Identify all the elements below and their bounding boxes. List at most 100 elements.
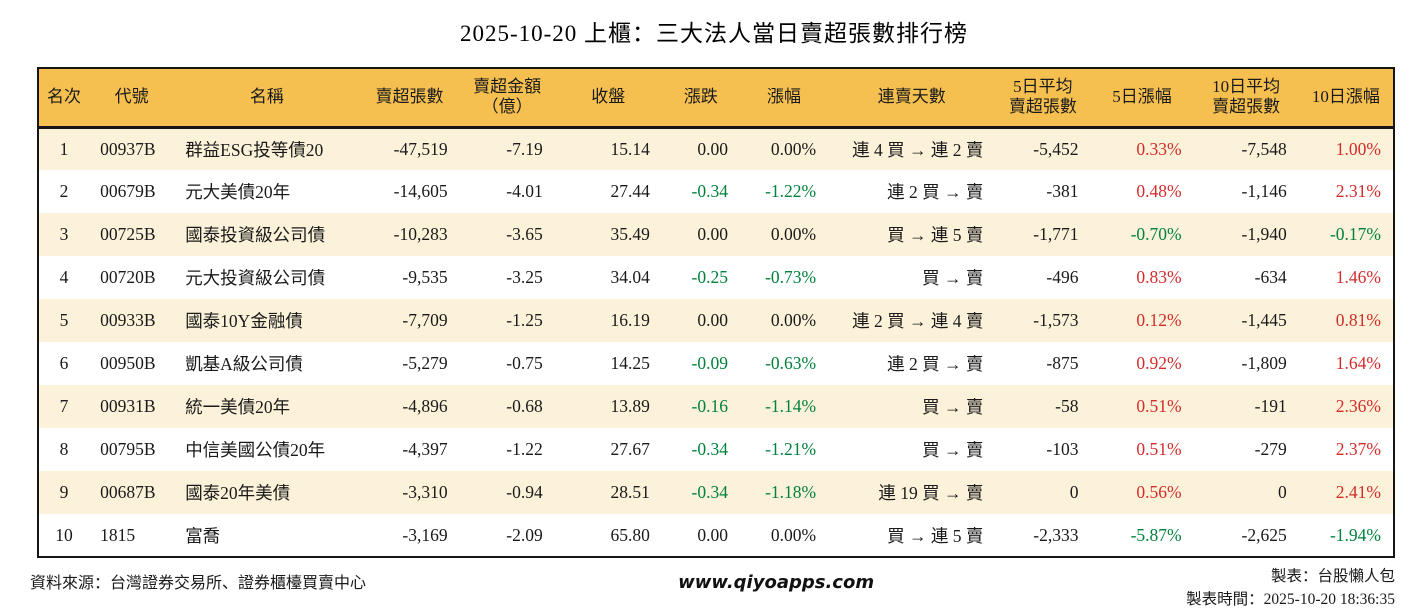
table-cell: 10 xyxy=(55,524,73,545)
table-cell: -279 xyxy=(1254,439,1287,459)
table-cell: 元大美債20年 xyxy=(185,182,291,202)
table-cell: 0.00% xyxy=(770,524,817,545)
table-cell: 1815 xyxy=(100,524,136,545)
table-cell: 連 2 買 → 賣 xyxy=(887,354,984,374)
table-cell: 00795B xyxy=(100,439,156,459)
table-cell: -0.94 xyxy=(506,482,543,502)
table-cell: 0.51% xyxy=(1136,396,1182,416)
table-cell: 1.00% xyxy=(1335,138,1381,159)
table-cell: 買 → 賣 xyxy=(922,397,984,417)
table-cell: 00687B xyxy=(100,482,156,502)
table-cell: 0.92% xyxy=(1136,353,1182,373)
table-cell: 0.00 xyxy=(697,310,728,330)
table-cell: -1,940 xyxy=(1241,224,1287,244)
footer: 資料來源：台灣證券交易所、證券櫃檯買賣中心 www.qiyoapps.com 製… xyxy=(30,565,1395,612)
table-cell: -1.21% xyxy=(765,439,817,459)
table-cell: -3.25 xyxy=(506,267,543,287)
column-header: 賣超張數 xyxy=(359,68,460,129)
table-cell: -1.22 xyxy=(506,439,543,459)
table-cell: 00720B xyxy=(100,267,156,287)
table-cell: -4.01 xyxy=(506,181,543,201)
column-header: 名次 xyxy=(38,68,90,129)
table-cell: -2,625 xyxy=(1241,524,1287,545)
table-cell: 0 xyxy=(1069,482,1079,502)
table-cell: 6 xyxy=(59,353,69,373)
table-cell: -0.16 xyxy=(691,396,728,416)
table-cell: 群益ESG投等債20 xyxy=(185,139,324,160)
table-cell: 15.14 xyxy=(610,138,650,159)
column-header: 10日平均 賣超張數 xyxy=(1193,68,1299,129)
table-cell: 3 xyxy=(59,224,69,244)
table-row: 5 00933B 國泰10Y金融債 -7,709 -1.25 16.19 0.00 0.00%… xyxy=(38,299,1394,342)
table-header-row: 名次 代號 名稱 賣超張數 賣超金額 （億） 收盤 漲跌 漲幅 連賣天數 5日平均 賣超張數 5日漲… xyxy=(38,68,1394,129)
table-row: 8 00795B 中信美國公債20年 -4,397 -1.22 27.67 -0.34 -1.… xyxy=(38,428,1394,471)
table-cell: -1.94% xyxy=(1329,524,1381,545)
table-cell: 富喬 xyxy=(185,525,221,546)
table-cell: -0.25 xyxy=(691,267,728,287)
table-cell: 中信美國公債20年 xyxy=(185,440,326,460)
table-cell: 凱基A級公司債 xyxy=(185,354,303,374)
table-cell: -5,452 xyxy=(1033,138,1079,159)
table-cell: -0.34 xyxy=(691,439,728,459)
table-cell: 16.19 xyxy=(610,310,650,330)
table-cell: 0 xyxy=(1278,482,1287,502)
table-cell: 00950B xyxy=(100,353,156,373)
table-cell: 00725B xyxy=(100,224,156,244)
maker-label: 製表：台股懶人包 xyxy=(1270,568,1395,585)
timestamp-label: 製表時間：2025-10-20 18:36:35 xyxy=(1186,591,1395,609)
table-cell: -1,771 xyxy=(1033,224,1079,244)
table-cell: 0.81% xyxy=(1335,310,1381,330)
table-cell: 買 → 賣 xyxy=(922,268,984,288)
table-cell: -0.68 xyxy=(506,396,543,416)
table-cell: 統一美債20年 xyxy=(185,397,291,417)
table-cell: 00679B xyxy=(100,181,156,201)
column-header: 10日漲幅 xyxy=(1298,68,1394,129)
table-cell: -496 xyxy=(1046,267,1079,287)
table-cell: -1.22% xyxy=(765,181,817,201)
table-cell: -634 xyxy=(1254,267,1287,287)
page-title: 2025-10-20 上櫃：三大法人當日賣超張數排行榜 xyxy=(459,21,969,46)
table-cell: 1.46% xyxy=(1335,267,1381,287)
table-cell: -3,169 xyxy=(402,524,448,545)
table-row: 2 00679B 元大美債20年 -14,605 -4.01 27.44 -0.34 -1.2… xyxy=(38,170,1394,213)
table-cell: -1,809 xyxy=(1241,353,1287,373)
table-cell: 0.00 xyxy=(697,138,728,159)
table-cell: 2.36% xyxy=(1335,396,1381,416)
table-cell: -1,573 xyxy=(1033,310,1079,330)
table-cell: -7.19 xyxy=(506,138,543,159)
table-cell: 0.48% xyxy=(1136,181,1182,201)
column-header: 賣超金額 （億） xyxy=(459,68,555,129)
credits-block: 製表：台股懶人包 製表時間：2025-10-20 18:36:35 xyxy=(1186,565,1395,612)
table-cell: -381 xyxy=(1046,181,1079,201)
table-row: 7 00931B 統一美債20年 -4,896 -0.68 13.89 -0.16 -1.14… xyxy=(38,385,1394,428)
table-cell: -0.75 xyxy=(506,353,543,373)
table-cell: -103 xyxy=(1046,439,1079,459)
table-cell: -4,397 xyxy=(402,439,448,459)
table-cell: 4 xyxy=(59,267,69,287)
table-cell: -2.09 xyxy=(506,524,543,545)
table-cell: -10,283 xyxy=(393,224,448,244)
table-cell: 國泰投資級公司債 xyxy=(185,225,326,245)
table-cell: 0.83% xyxy=(1136,267,1182,287)
table-cell: 0.51% xyxy=(1136,439,1182,459)
table-cell: -1,445 xyxy=(1241,310,1287,330)
column-header: 收盤 xyxy=(554,68,662,129)
table-cell: 8 xyxy=(59,439,69,459)
table-cell: -191 xyxy=(1254,396,1287,416)
table-cell: 00937B xyxy=(100,138,156,159)
table-cell: 連 2 買 → 連 4 賣 xyxy=(852,311,984,331)
column-header: 5日平均 賣超張數 xyxy=(995,68,1091,129)
table-cell: 7 xyxy=(59,396,69,416)
table-cell: -3.65 xyxy=(506,224,543,244)
table-cell: -875 xyxy=(1046,353,1079,373)
table-cell: 13.89 xyxy=(610,396,650,416)
table-cell: 28.51 xyxy=(610,482,650,502)
table-cell: 買 → 賣 xyxy=(922,440,984,460)
table-body: 1 00937B 群益ESG投等債20 -47,519 -7.19 15.14 0.00 0.… xyxy=(38,127,1394,557)
column-header: 名稱 xyxy=(174,68,360,129)
table-cell: -0.34 xyxy=(691,482,728,502)
column-header: 漲幅 xyxy=(739,68,829,129)
table-cell: 9 xyxy=(59,482,69,502)
ranking-table: 名次 代號 名稱 賣超張數 賣超金額 （億） 收盤 漲跌 漲幅 連賣天數 5日平均 賣超張數 5日漲… xyxy=(37,67,1395,558)
